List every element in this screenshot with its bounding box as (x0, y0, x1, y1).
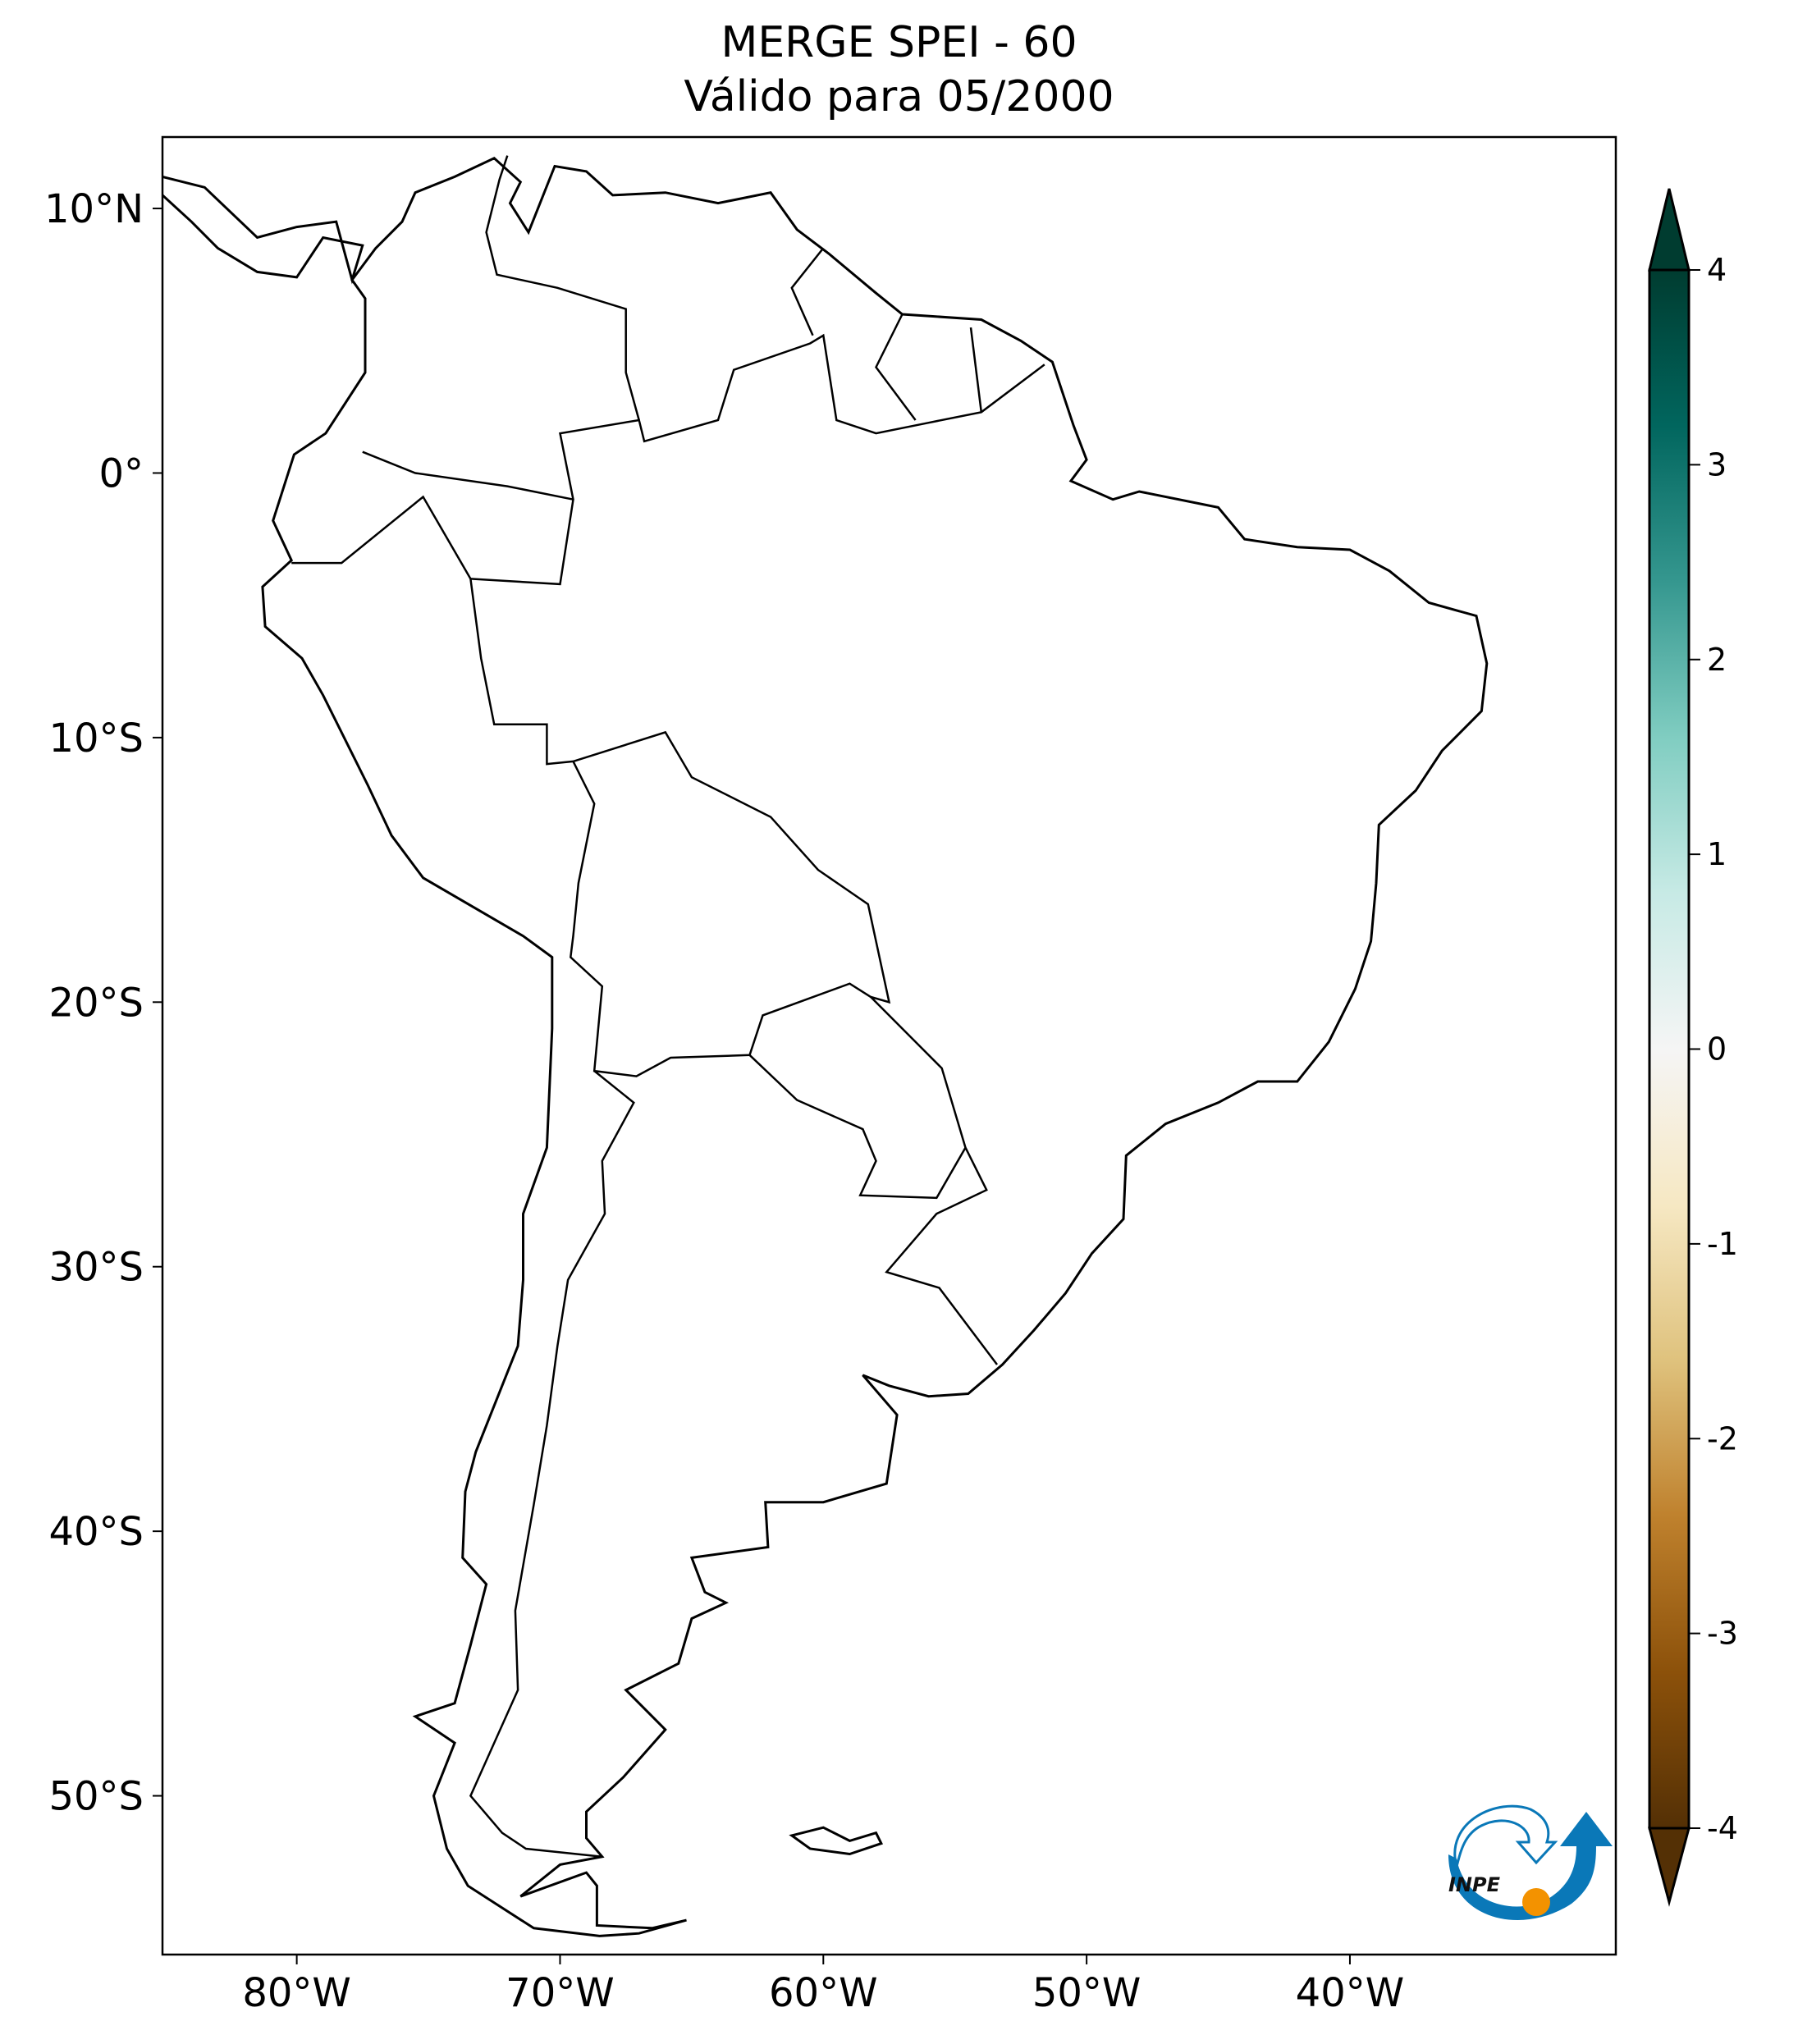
country-border (291, 495, 472, 580)
colorbar-tick-label: -4 (1707, 1810, 1738, 1846)
logo-arrow (1448, 1812, 1613, 1920)
country-border (469, 1070, 635, 1858)
colorbar-tick-label: -3 (1707, 1616, 1738, 1652)
country-border (485, 155, 640, 421)
colorbar-extend-min (1648, 1827, 1690, 1907)
logo-swirl (1453, 1804, 1558, 1868)
colorbar: 4 3 2 1 0 -1 -2 -3 -4 (1648, 188, 1738, 1907)
country-border (790, 247, 825, 336)
colorbar-tick-label: -1 (1707, 1226, 1738, 1262)
lat-tick-label: 20°S (48, 980, 144, 1026)
lat-tick-label: 10°N (44, 186, 144, 232)
falkland-islands (789, 1826, 884, 1856)
south-america-coastline (261, 157, 1489, 1937)
colorbar-tick-label: 4 (1707, 252, 1727, 288)
colorbar-tick-label: 0 (1707, 1031, 1727, 1068)
lat-tick-label: 30°S (48, 1245, 144, 1291)
colorbar-gradient (1648, 268, 1690, 1830)
country-border (362, 450, 574, 501)
colorbar-tick-label: 1 (1707, 836, 1727, 872)
colorbar-tick-label: 2 (1707, 642, 1727, 678)
country-border (470, 333, 1045, 586)
lon-tick-label: 80°W (242, 1970, 351, 2016)
lat-tick-label: 10°S (48, 716, 144, 761)
colorbar-tick-label: 3 (1707, 446, 1727, 482)
country-border (469, 578, 998, 1365)
inpe-logo: INPE (1448, 1804, 1613, 1920)
land-layer (162, 155, 1489, 1937)
lon-tick-label: 60°W (769, 1970, 878, 2016)
lon-tick-label: 50°W (1032, 1970, 1141, 2016)
map-frame (161, 135, 1617, 1956)
lat-tick-label: 0° (98, 450, 144, 496)
logo-sun (1522, 1888, 1550, 1916)
logo-text: INPE (1448, 1873, 1501, 1896)
map-subtitle: Válido para 05/2000 (684, 72, 1114, 121)
central-america-coastline (162, 175, 364, 285)
lat-tick-label: 40°S (48, 1509, 144, 1555)
country-border (875, 313, 917, 421)
colorbar-tick-label: -2 (1707, 1420, 1738, 1456)
country-border (969, 327, 983, 413)
colorbar-extend-max (1648, 188, 1690, 272)
map-title: MERGE SPEI - 60 (721, 18, 1077, 67)
lon-tick-label: 70°W (506, 1970, 615, 2016)
lon-tick-label: 40°W (1296, 1970, 1405, 2016)
axis-ticks: 80°W 70°W 60°W 50°W 40°W 10°N 0° 10°S 20°S 30°S 40… (44, 186, 1404, 2016)
country-border (748, 1054, 967, 1200)
lat-tick-label: 50°S (48, 1774, 144, 1820)
